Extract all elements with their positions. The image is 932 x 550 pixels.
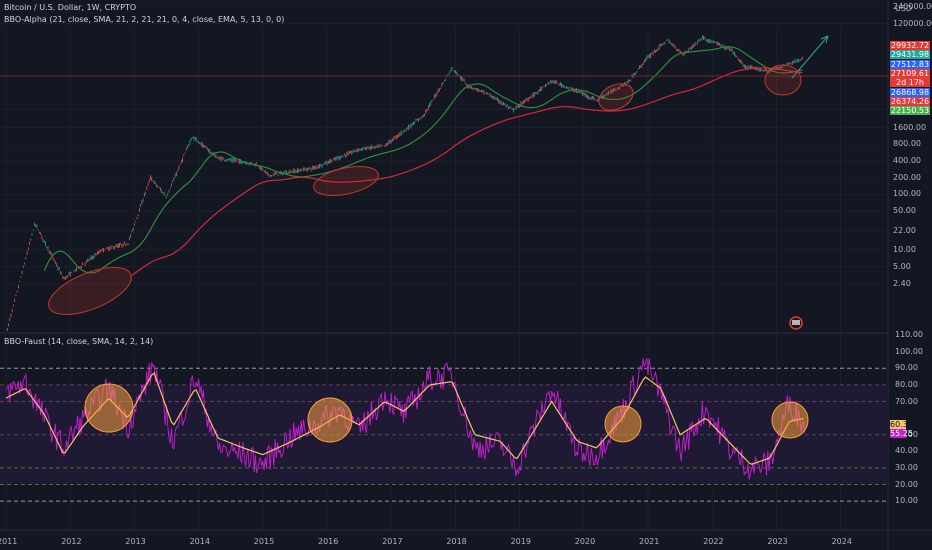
alert-icon-glyph [792, 320, 800, 325]
price-tag: 2d 17h [890, 78, 930, 88]
oscillator-value-tag: 55.25 [890, 429, 913, 438]
oscillator-axis-label: 30.00 [895, 462, 918, 472]
ema-line [43, 46, 803, 274]
price-axis-label: 100.00 [893, 189, 921, 199]
time-axis-label: 2020 [574, 537, 596, 546]
oscillator-value-tag: 60.30 [890, 420, 913, 429]
price-tag: 29932.72 [890, 41, 930, 50]
time-axis-label: 2022 [703, 537, 724, 546]
oscillator-axis-label: 100.00 [895, 346, 923, 356]
oscillator-axis-label: 40.00 [895, 446, 918, 456]
time-axis-label: 2024 [831, 537, 852, 546]
price-candles [6, 35, 803, 332]
highlight-circle [84, 383, 134, 433]
projection-arrowhead [820, 35, 829, 44]
highlight-ellipse [313, 166, 379, 196]
time-axis-label: 2019 [510, 537, 531, 546]
price-tag: 26374.26 [890, 96, 930, 106]
sma-line [131, 67, 803, 276]
price-axis-label: 200.00 [893, 172, 921, 182]
price-axis-label: 50.00 [893, 206, 916, 216]
highlight-circle [604, 405, 642, 443]
oscillator-axis-label: 50.00 [895, 429, 918, 439]
price-axis-label: 400.00 [893, 155, 921, 165]
time-axis-label: 2014 [189, 537, 210, 546]
price-axis-label: 120000.00 [893, 18, 932, 28]
time-axis-label: 2021 [639, 537, 660, 546]
oscillator-axis-label: 90.00 [895, 363, 918, 373]
price-axis-label: 800.00 [893, 139, 921, 149]
highlight-circle [771, 401, 809, 439]
time-axis-label: 2018 [446, 537, 467, 546]
time-axis-label: 2012 [61, 537, 82, 546]
oscillator-axis-label: 110.00 [895, 330, 923, 340]
currency-label: USD [895, 4, 913, 13]
price-tag: 26868.98 [890, 87, 930, 97]
time-axis-label: 2017 [382, 537, 403, 546]
oscillator-axis-label: 70.00 [895, 396, 918, 406]
highlight-ellipse [48, 267, 132, 315]
price-tag: 27512.83 [890, 59, 930, 69]
price-axis-label: 22.00 [893, 225, 916, 235]
price-axis-label: 2.40 [893, 279, 911, 289]
price-axis-label: 10.00 [893, 244, 916, 254]
oscillator-signal-line [5, 371, 804, 465]
indicator-legend-faust[interactable]: BBO-Faust (14, close, SMA, 14, 2, 14) [4, 337, 154, 346]
oscillator-axis-label: 80.00 [895, 379, 918, 389]
time-axis-label: 2015 [253, 537, 275, 546]
price-tag: 22150.53 [890, 106, 930, 116]
oscillator-axis-label: 20.00 [895, 479, 918, 489]
highlight-ellipse [598, 83, 634, 111]
price-axis-label: 5.00 [893, 261, 911, 271]
oscillator-axis-label: 10.00 [895, 496, 918, 506]
time-axis-label: 2013 [125, 537, 146, 546]
price-tag: 29431.98 [890, 50, 930, 60]
time-axis-label: 2023 [767, 537, 788, 546]
price-axis-label: 1600.00 [893, 122, 927, 132]
indicator-legend-alpha[interactable]: BBO-Alpha (21, close, SMA, 21, 2, 21, 21… [4, 15, 285, 24]
time-axis-label: 2011 [0, 537, 18, 546]
price-axis-label: 240000.00 [893, 1, 932, 11]
symbol-title[interactable]: Bitcoin / U.S. Dollar, 1W, CRYPTO [4, 3, 137, 12]
oscillator-fast-line [5, 358, 806, 480]
highlight-ellipse [764, 64, 802, 96]
time-axis-label: 2016 [318, 537, 339, 546]
price-tag: 27109.61 [890, 68, 930, 78]
highlight-circle [307, 397, 353, 443]
